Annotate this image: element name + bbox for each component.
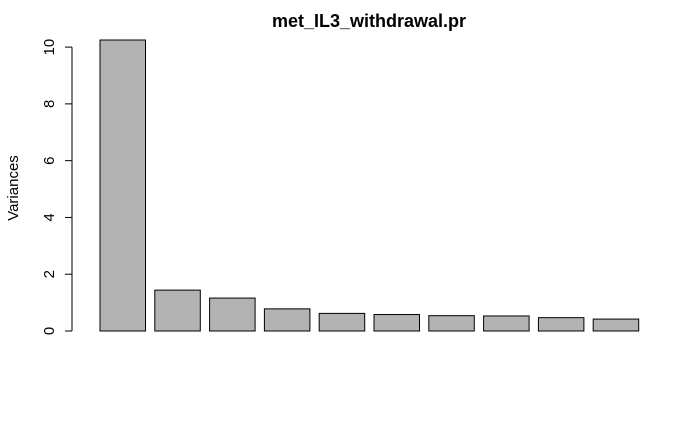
bar-10 xyxy=(592,318,640,332)
y-tick-label: 2 xyxy=(41,270,58,278)
bar-6 xyxy=(373,314,420,332)
y-axis: 0 2 4 6 8 10 xyxy=(41,39,73,335)
chart-title: met_IL3_withdrawal.pr xyxy=(272,11,466,31)
bar-3 xyxy=(209,297,256,332)
y-tick-label: 4 xyxy=(41,213,58,221)
y-tick-label: 6 xyxy=(41,156,58,164)
bars xyxy=(99,39,640,332)
bar-4 xyxy=(263,308,311,332)
bar-9 xyxy=(537,317,585,332)
y-tick-label: 0 xyxy=(41,327,58,335)
bar-5 xyxy=(318,312,366,332)
y-axis-label: Variances xyxy=(5,155,22,221)
bar-8 xyxy=(483,315,530,332)
bar-2 xyxy=(154,289,201,332)
bar-7 xyxy=(428,315,475,332)
y-tick-label: 10 xyxy=(41,39,58,56)
bar-1 xyxy=(99,39,146,332)
y-tick-label: 8 xyxy=(41,100,58,108)
